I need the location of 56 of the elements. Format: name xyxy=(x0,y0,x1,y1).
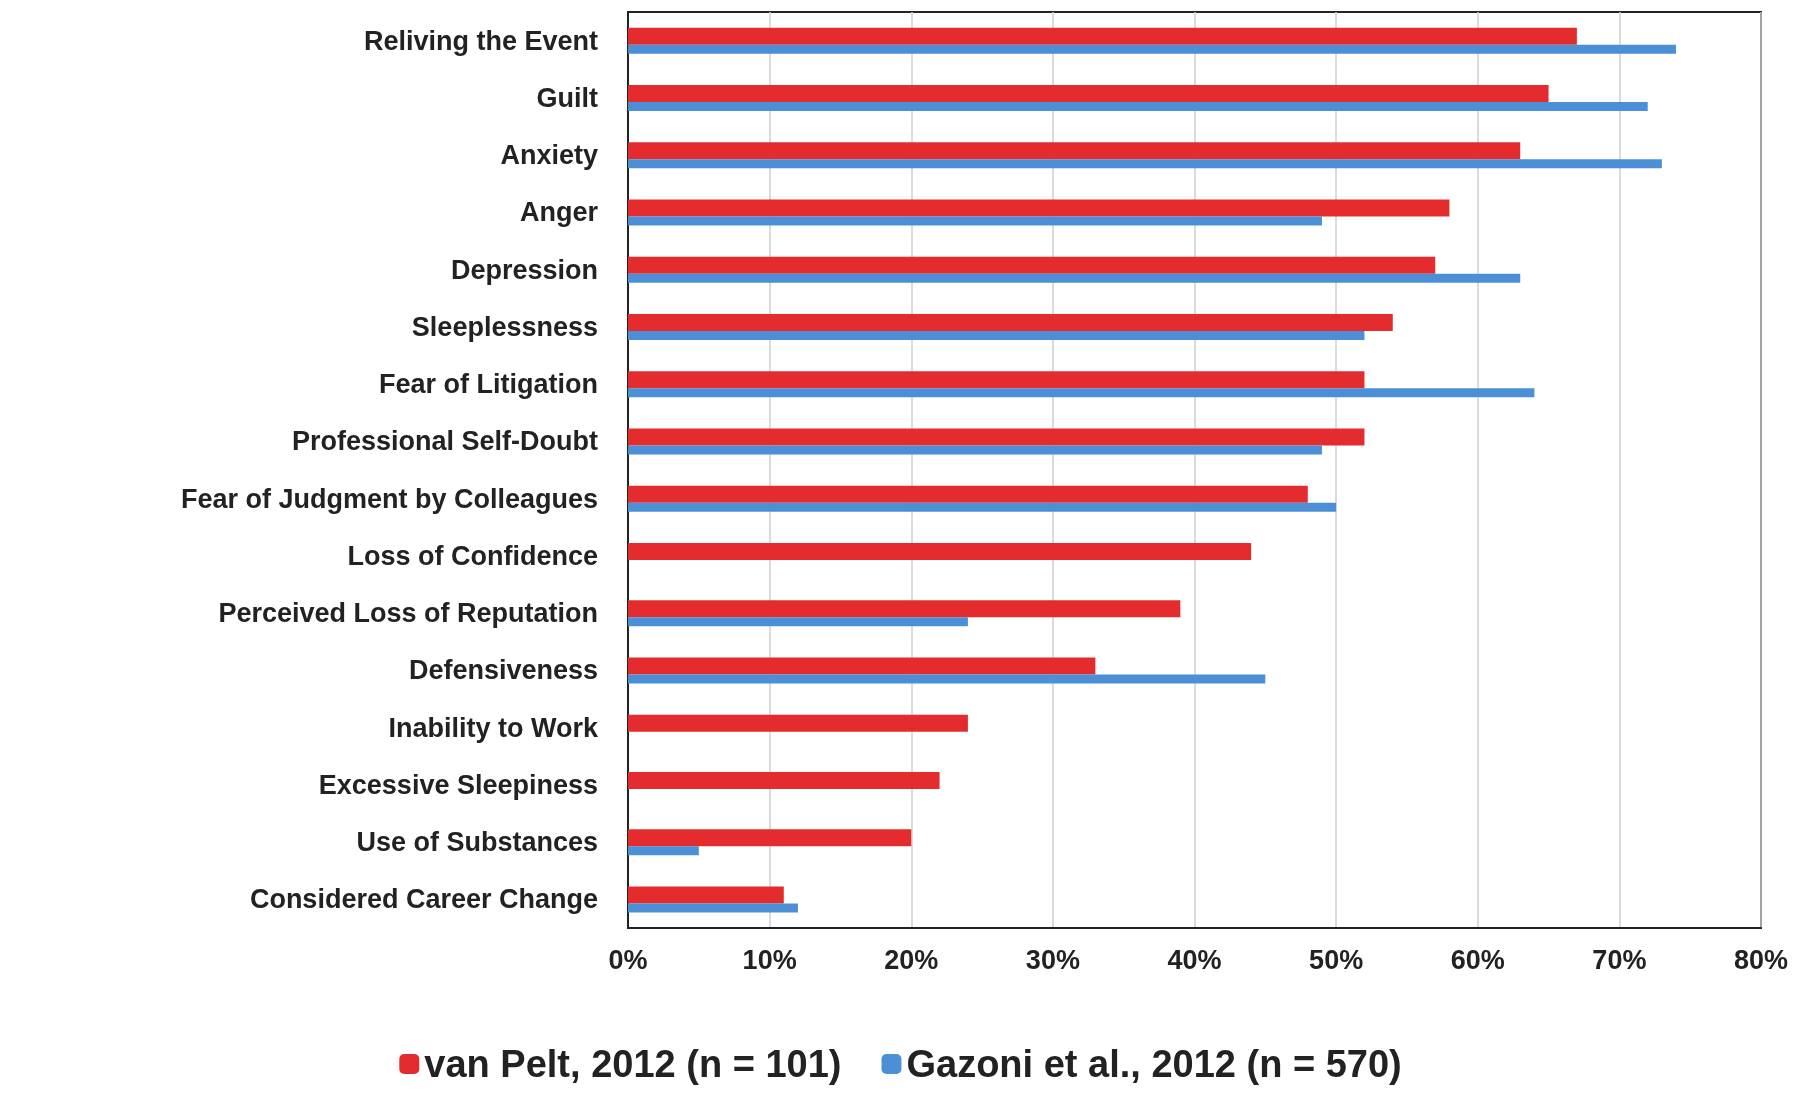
y-tick-label: Excessive Sleepiness xyxy=(318,769,598,800)
bar xyxy=(628,445,1322,455)
y-tick-label: Fear of Judgment by Colleagues xyxy=(180,483,598,514)
y-tick-label: Inability to Work xyxy=(388,712,599,743)
bar xyxy=(628,829,912,847)
bar xyxy=(628,617,968,627)
x-tick-label: 30% xyxy=(1025,944,1080,975)
y-tick-label: Perceived Loss of Reputation xyxy=(218,598,598,629)
x-tick-label: 40% xyxy=(1167,944,1222,975)
y-tick-label: Depression xyxy=(450,254,598,285)
bar xyxy=(628,674,1266,684)
x-tick-label: 60% xyxy=(1450,944,1505,975)
bar xyxy=(628,846,699,856)
bar xyxy=(628,502,1337,512)
bar xyxy=(628,44,1677,54)
y-tick-label: Sleeplessness xyxy=(411,311,598,342)
legend-label: Gazoni et al., 2012 (n = 570) xyxy=(906,1043,1402,1085)
bar xyxy=(628,903,798,913)
y-tick-label: Reliving the Event xyxy=(363,25,598,56)
y-tick-label: Guilt xyxy=(536,82,598,113)
y-tick-label: Anger xyxy=(519,197,599,228)
bar xyxy=(628,330,1365,340)
bar xyxy=(628,886,784,904)
bar xyxy=(628,371,1365,389)
bar xyxy=(628,600,1181,618)
legend-label: van Pelt, 2012 (n = 101) xyxy=(424,1043,842,1085)
x-tick-label: 10% xyxy=(742,944,797,975)
bar xyxy=(628,771,940,789)
bar xyxy=(628,159,1662,169)
x-tick-label: 70% xyxy=(1592,944,1647,975)
x-tick-label: 50% xyxy=(1309,944,1364,975)
y-tick-label: Defensiveness xyxy=(408,655,598,686)
bar xyxy=(628,273,1521,283)
bar xyxy=(628,313,1393,331)
x-tick-label: 80% xyxy=(1733,944,1789,975)
bar xyxy=(628,388,1535,398)
bar xyxy=(628,142,1521,160)
bar xyxy=(628,256,1436,274)
bar xyxy=(628,27,1577,45)
bar xyxy=(628,199,1450,217)
bar xyxy=(628,84,1549,102)
x-tick-label: 0% xyxy=(608,944,648,975)
bar xyxy=(628,657,1096,675)
bar xyxy=(628,485,1308,503)
bar xyxy=(628,216,1322,226)
y-tick-label: Loss of Confidence xyxy=(347,540,598,571)
bar xyxy=(628,428,1365,446)
bar xyxy=(628,542,1252,560)
y-tick-label: Professional Self-Doubt xyxy=(291,426,599,457)
bar xyxy=(628,714,968,732)
y-tick-label: Considered Career Change xyxy=(249,884,598,915)
y-tick-label: Fear of Litigation xyxy=(379,369,598,400)
y-tick-label: Use of Substances xyxy=(356,827,598,858)
bar xyxy=(628,101,1648,111)
y-tick-label: Anxiety xyxy=(500,140,598,171)
x-tick-label: 20% xyxy=(884,944,939,975)
